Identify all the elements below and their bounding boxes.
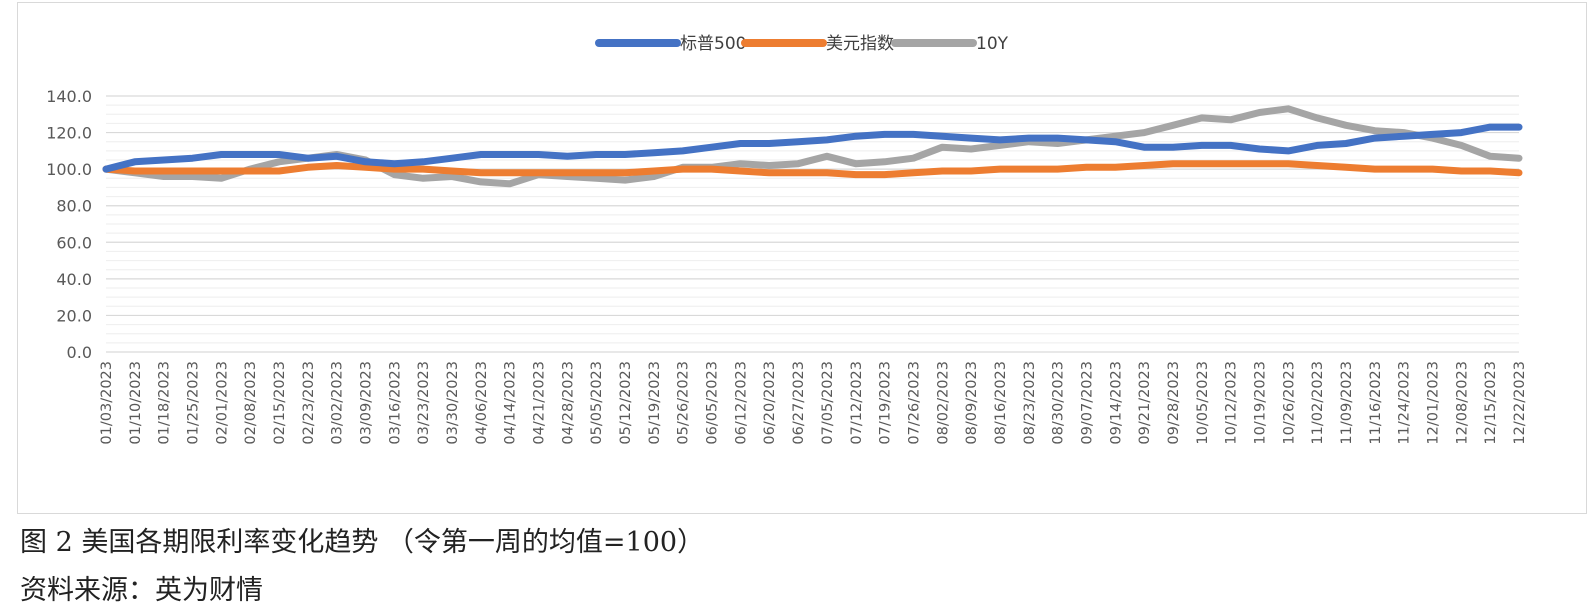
chart-frame: 0.0 20.0 40.0 60.0 80.0 100.0 120.0 140.0 01/03… [17,2,1587,514]
x-tick-label: 06/20/2023 [762,361,778,445]
x-tick-label: 01/18/2023 [157,361,173,445]
legend: 标普500 美元指数 10Y [595,34,1009,54]
x-tick-label: 03/09/2023 [359,361,375,445]
x-tick-label: 09/21/2023 [1137,361,1153,445]
x-tick-label: 03/23/2023 [416,361,432,445]
x-tick-label: 02/01/2023 [214,361,230,445]
x-tick-label: 07/05/2023 [820,361,836,445]
x-tick-label: 12/01/2023 [1425,361,1441,445]
x-tick-label: 03/02/2023 [330,361,346,445]
x-tick-label: 05/05/2023 [589,361,605,445]
x-tick-label: 02/08/2023 [243,361,259,445]
x-tick-label: 07/19/2023 [878,361,894,445]
y-tick-label: 140.0 [46,87,92,106]
x-tick-label: 05/19/2023 [647,361,663,445]
x-tick-label: 02/15/2023 [272,361,288,445]
x-tick-label: 01/25/2023 [186,361,202,445]
source-caption: 资料来源：英为财情 [20,575,263,606]
series-line-dollar-index [102,160,1523,179]
x-tick-label: 04/14/2023 [503,361,519,445]
y-tick-label: 120.0 [46,124,92,143]
x-tick-label: 08/09/2023 [964,361,980,445]
series-line-sp500 [102,123,1523,173]
y-tick-label: 100.0 [46,160,92,179]
x-tick-label: 01/10/2023 [128,361,144,445]
x-tick-label: 07/12/2023 [849,361,865,445]
y-tick-label: 80.0 [56,197,92,216]
y-tick-label: 60.0 [56,233,92,252]
legend-label: 美元指数 [826,34,894,54]
x-tick-label: 11/09/2023 [1339,361,1355,445]
x-tick-label: 10/12/2023 [1224,361,1240,445]
x-tick-label: 03/30/2023 [445,361,461,445]
x-tick-label: 10/05/2023 [1195,361,1211,445]
x-tick-label: 06/05/2023 [705,361,721,445]
x-tick-label: 09/07/2023 [1079,361,1095,445]
x-tick-label: 12/22/2023 [1512,361,1528,445]
x-tick-label: 11/16/2023 [1368,361,1384,445]
x-tick-label: 06/27/2023 [791,361,807,445]
legend-label: 标普500 [680,34,746,54]
y-axis-ticks: 0.0 20.0 40.0 60.0 80.0 100.0 120.0 140.0 [46,87,92,362]
x-tick-label: 08/30/2023 [1051,361,1067,445]
x-tick-label: 08/02/2023 [935,361,951,445]
figure-caption: 图 2 美国各期限利率变化趋势 （令第一周的均值=100） [20,527,705,558]
series-lines [102,105,1523,188]
x-tick-label: 06/12/2023 [733,361,749,445]
grid-lines [106,95,1519,353]
x-tick-label: 09/14/2023 [1108,361,1124,445]
x-tick-label: 12/08/2023 [1454,361,1470,445]
line-chart: 0.0 20.0 40.0 60.0 80.0 100.0 120.0 140.0 01/03… [46,34,1528,445]
x-tick-label: 05/26/2023 [676,361,692,445]
y-tick-label: 20.0 [56,306,92,325]
y-tick-label: 40.0 [56,270,92,289]
x-axis-ticks: 01/03/2023 01/10/2023 01/18/2023 01/25/2023… [99,361,1528,445]
x-tick-label: 07/26/2023 [906,361,922,445]
x-tick-label: 05/12/2023 [618,361,634,445]
x-tick-label: 09/28/2023 [1166,361,1182,445]
x-tick-label: 04/21/2023 [532,361,548,445]
x-tick-label: 11/24/2023 [1397,361,1413,445]
y-tick-label: 0.0 [67,343,92,362]
x-tick-label: 04/06/2023 [474,361,490,445]
x-tick-label: 08/23/2023 [1022,361,1038,445]
x-tick-label: 02/23/2023 [301,361,317,445]
x-tick-label: 12/15/2023 [1483,361,1499,445]
x-tick-label: 10/26/2023 [1281,361,1297,445]
x-tick-label: 01/03/2023 [99,361,115,445]
x-tick-label: 11/02/2023 [1310,361,1326,445]
x-tick-label: 10/19/2023 [1252,361,1268,445]
x-tick-label: 08/16/2023 [993,361,1009,445]
x-tick-label: 03/16/2023 [387,361,403,445]
legend-label: 10Y [976,34,1009,54]
x-tick-label: 04/28/2023 [560,361,576,445]
